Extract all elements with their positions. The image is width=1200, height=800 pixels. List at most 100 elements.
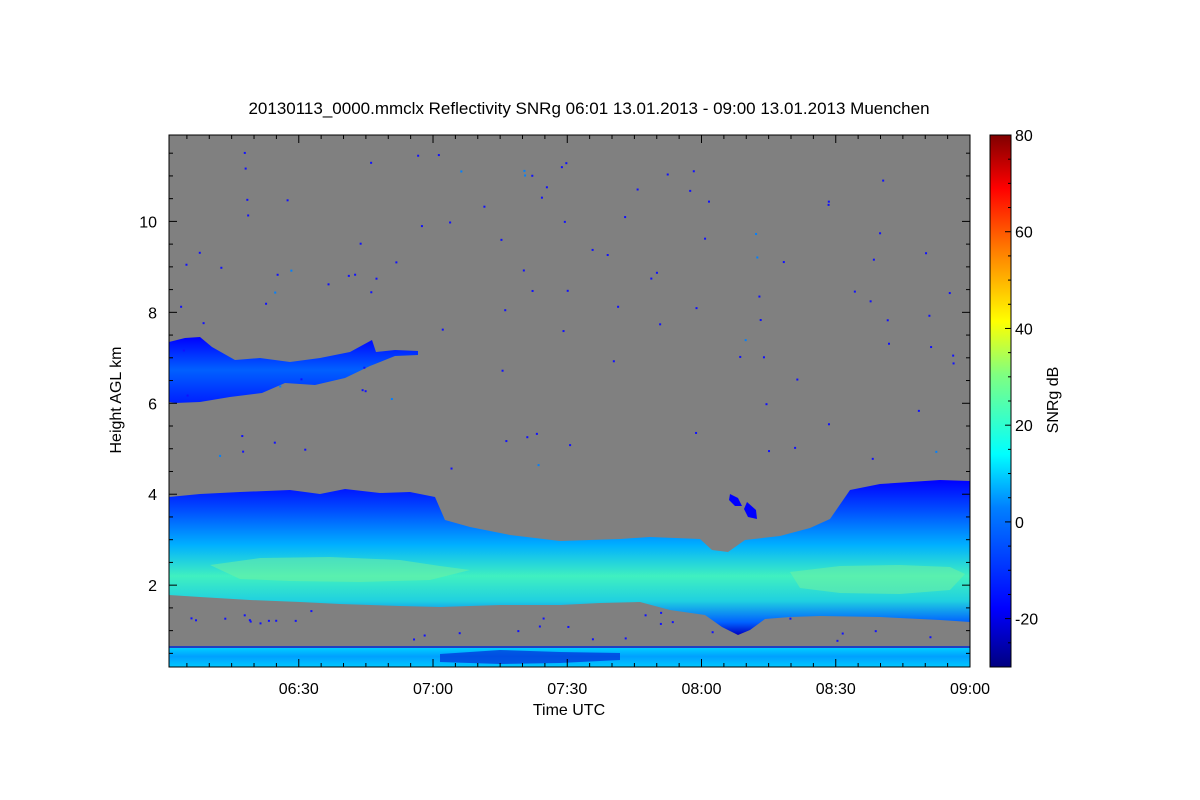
y-axis-label: Height AGL km [108, 346, 125, 453]
noise-point [437, 154, 440, 157]
colorbar-tick-label: 80 [1015, 128, 1033, 145]
x-tick-label: 08:30 [816, 681, 856, 698]
noise-point [666, 173, 669, 176]
chart-title: 20130113_0000.mmclx Reflectivity SNRg 06… [248, 99, 929, 118]
noise-point [636, 188, 639, 191]
noise-point [796, 378, 799, 381]
noise-point [744, 339, 747, 342]
noise-point [644, 614, 647, 617]
noise-point [243, 614, 246, 617]
noise-point [276, 273, 279, 276]
noise-point [523, 169, 526, 172]
noise-point [827, 200, 830, 203]
noise-point [517, 630, 520, 633]
noise-point [244, 167, 247, 170]
noise-point [423, 634, 426, 637]
noise-point [460, 170, 463, 173]
noise-point [739, 355, 742, 358]
noise-point [836, 639, 839, 642]
colorbar-tick-label: 40 [1015, 321, 1033, 338]
noise-point [869, 300, 872, 303]
noise-point [274, 291, 277, 294]
noise-point [241, 435, 244, 438]
noise-point [591, 248, 594, 251]
x-tick-label: 06:30 [279, 681, 319, 698]
noise-point [526, 436, 529, 439]
noise-point [563, 220, 566, 223]
noise-point [265, 302, 268, 305]
noise-point [310, 610, 313, 613]
noise-point [420, 225, 423, 228]
noise-point [259, 622, 262, 625]
noise-point [458, 632, 461, 635]
y-axis: 2 4 6 8 10 [139, 152, 970, 654]
noise-point [659, 323, 662, 326]
noise-point [504, 309, 507, 312]
noise-point [782, 261, 785, 264]
noise-point [930, 346, 933, 349]
colorbar-axis: -20 0 20 40 60 80 [1005, 128, 1038, 644]
noise-point [449, 221, 452, 224]
noise-point [202, 322, 205, 325]
noise-point [671, 621, 674, 624]
noise-point [531, 174, 534, 177]
y-tick-label: 2 [148, 578, 157, 595]
noise-point [182, 349, 185, 352]
colorbar-tick-label: 0 [1015, 515, 1024, 532]
colorbar-tick-label: 60 [1015, 225, 1033, 242]
noise-point [242, 450, 245, 453]
noise-point [707, 200, 710, 203]
x-tick-label: 07:00 [413, 681, 453, 698]
noise-point [535, 432, 538, 435]
noise-point [500, 238, 503, 241]
noise-point [704, 237, 707, 240]
noise-point [606, 254, 609, 257]
noise-point [375, 277, 378, 280]
noise-point [249, 620, 252, 623]
radar-echo-layers [169, 337, 970, 667]
noise-point [363, 366, 366, 369]
noise-point [948, 292, 951, 295]
x-axis: 06:30 07:00 07:30 08:00 08:30 09:00 [186, 135, 990, 698]
noise-point [692, 170, 695, 173]
noise-point [711, 631, 714, 634]
noise-point [224, 617, 227, 620]
noise-point [755, 233, 758, 236]
noise-point [566, 289, 569, 292]
noise-point [220, 266, 223, 269]
noise-point [185, 263, 188, 266]
noise-point [874, 630, 877, 633]
noise-point [417, 154, 420, 157]
noise-point [794, 446, 797, 449]
noise-point [695, 431, 698, 434]
cloud-gap-spot [729, 494, 742, 506]
noise-point [198, 251, 201, 254]
noise-point [929, 636, 932, 639]
x-tick-label: 07:30 [547, 681, 587, 698]
noise-point [695, 307, 698, 310]
x-axis-label: Time UTC [533, 702, 605, 719]
x-tick-label: 08:00 [681, 681, 721, 698]
noise-point [689, 189, 692, 192]
noise-point [886, 319, 889, 322]
noise-point [450, 467, 453, 470]
noise-point [617, 305, 620, 308]
noise-point [612, 360, 615, 363]
colorbar-tick-label: 20 [1015, 418, 1033, 435]
noise-point [180, 305, 183, 308]
noise-point [294, 619, 297, 622]
noise-point [569, 444, 572, 447]
noise-point [871, 457, 874, 460]
noise-point [650, 277, 653, 280]
noise-point [562, 330, 565, 333]
noise-point [540, 196, 543, 199]
noise-point [768, 450, 771, 453]
noise-point [935, 450, 938, 453]
noise-point [247, 214, 250, 217]
noise-point [560, 166, 563, 169]
noise-point [591, 638, 594, 641]
noise-point [542, 617, 545, 620]
noise-point [624, 216, 627, 219]
main-cloud-core [210, 557, 470, 582]
y-tick-label: 4 [148, 487, 157, 504]
